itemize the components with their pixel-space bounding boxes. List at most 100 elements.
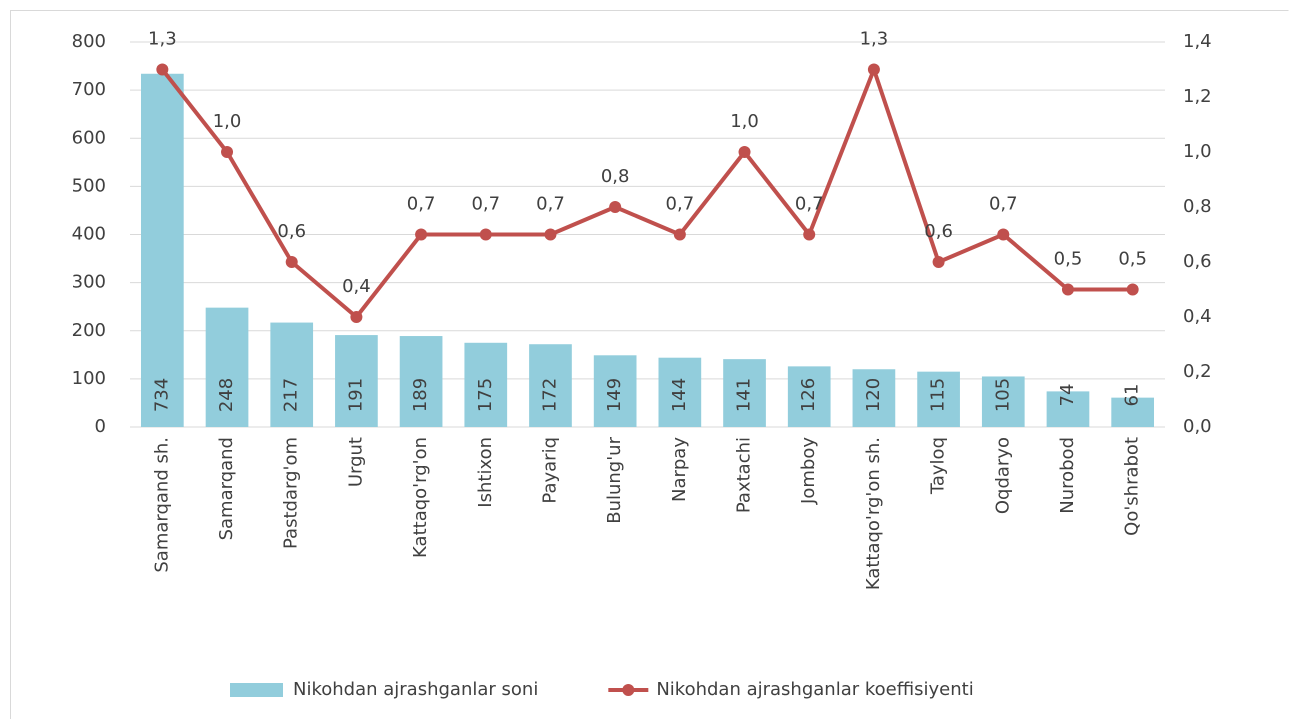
y2-tick-label: 0,2: [1183, 361, 1212, 382]
bar-value-label: 175: [475, 378, 496, 412]
x-tick-label: Qo'shrabot: [1122, 437, 1143, 536]
y-tick-label: 800: [72, 31, 106, 52]
x-tick-label: Narpay: [669, 437, 690, 502]
bar: [658, 357, 702, 427]
line-marker: [350, 311, 363, 323]
bar-value-label: 734: [151, 378, 172, 412]
line-marker: [415, 228, 428, 241]
y-tick-label: 400: [72, 224, 106, 245]
bar: [1046, 391, 1090, 427]
bar: [270, 322, 314, 427]
bar-value-label: 141: [734, 378, 755, 412]
y2-tick-label: 0,8: [1183, 196, 1212, 217]
y-tick-label: 100: [72, 368, 106, 389]
y2-tick-label: 0,0: [1183, 416, 1212, 437]
y-tick-label: 0: [95, 416, 106, 437]
bar: [723, 359, 766, 427]
bar-value-label: 105: [992, 378, 1013, 412]
bar-value-label: 172: [539, 378, 560, 412]
bar: [1111, 397, 1155, 427]
x-tick-label: Kattaqo'rg'on: [410, 437, 431, 558]
x-tick-label: Nurobod: [1057, 437, 1078, 514]
bar: [464, 342, 508, 427]
legend-label: Nikohdan ajrashganlar soni: [293, 679, 538, 700]
line-value-label: 0,4: [342, 276, 371, 297]
line-value-label: 0,5: [1118, 249, 1147, 270]
bar: [140, 73, 184, 427]
line-marker: [221, 146, 234, 158]
bar-value-label: 126: [798, 378, 819, 412]
bar-value-label: 115: [928, 378, 949, 412]
line-value-label: 0,5: [1054, 249, 1083, 270]
line-marker: [867, 63, 880, 76]
x-tick-label: Payariq: [539, 437, 560, 504]
bar: [205, 307, 249, 427]
bar-value-label: 120: [863, 378, 884, 412]
bar-value-label: 74: [1057, 384, 1078, 407]
x-tick-label: Jomboy: [798, 437, 819, 505]
line-marker: [997, 228, 1010, 241]
x-tick-label: Samarqand sh.: [151, 437, 172, 573]
chart-frame: [10, 10, 1289, 719]
bar-value-label: 217: [281, 378, 302, 412]
x-tick-label: Samarqand: [216, 437, 237, 540]
line-marker: [285, 256, 298, 268]
line-value-label: 1,0: [730, 111, 759, 132]
line-value-label: 0,7: [471, 194, 500, 215]
x-tick-label: Urgut: [345, 437, 366, 487]
legend-swatch: [230, 683, 283, 697]
y-tick-label: 500: [72, 175, 106, 196]
bar: [335, 335, 378, 427]
line-value-label: 0,6: [277, 221, 306, 242]
line: [160, 67, 1133, 319]
x-tick-label: Pastdarg'om: [281, 437, 302, 549]
line-marker: [156, 63, 169, 76]
bar-value-label: 191: [345, 378, 366, 412]
line-marker: [479, 228, 492, 241]
x-tick-label: Bulung'ur: [604, 436, 625, 523]
x-tick-label: Kattaqo'rg'on sh.: [863, 437, 884, 590]
y2-tick-label: 1,0: [1183, 141, 1212, 162]
x-tick-label: Ishtixon: [475, 437, 496, 508]
line-value-label: 1,3: [860, 29, 889, 50]
line-marker: [609, 201, 622, 213]
line-value-label: 0,7: [536, 194, 565, 215]
y2-tick-label: 1,2: [1183, 86, 1212, 107]
line-value-label: 1,3: [148, 29, 177, 50]
bar: [529, 344, 572, 427]
bar: [852, 369, 896, 427]
line-marker: [932, 256, 945, 268]
line-marker: [673, 228, 686, 241]
line-marker: [1126, 283, 1139, 296]
bar: [399, 336, 443, 427]
line-marker: [1061, 283, 1074, 296]
y2-tick-label: 0,4: [1183, 306, 1212, 327]
y-tick-label: 600: [72, 127, 106, 148]
bar: [787, 366, 831, 427]
line-value-label: 0,6: [924, 221, 953, 242]
y-tick-label: 200: [72, 320, 106, 341]
x-tick-label: Paxtachi: [734, 437, 755, 513]
x-tick-label: Tayloq: [928, 437, 949, 495]
line-value-label: 0,8: [601, 166, 630, 187]
bar: [981, 376, 1025, 427]
bar: [917, 371, 960, 427]
y-tick-label: 300: [72, 272, 106, 293]
line-value-label: 0,7: [666, 194, 695, 215]
line-marker: [544, 228, 557, 241]
bar-value-label: 144: [669, 378, 690, 412]
line-value-label: 0,7: [795, 194, 824, 215]
line-value-label: 0,7: [989, 194, 1018, 215]
line-value-label: 1,0: [213, 111, 242, 132]
bar-value-label: 248: [216, 378, 237, 412]
x-tick-label: Oqdaryo: [992, 437, 1013, 514]
bar-value-label: 149: [604, 378, 625, 412]
y-tick-label: 700: [72, 79, 106, 100]
legend-label: Nikohdan ajrashganlar koeffisiyenti: [656, 679, 973, 700]
bar: [593, 355, 637, 427]
line-marker: [803, 228, 816, 241]
line-marker: [738, 146, 751, 158]
line-value-label: 0,7: [407, 194, 436, 215]
bar-value-label: 189: [410, 378, 431, 412]
